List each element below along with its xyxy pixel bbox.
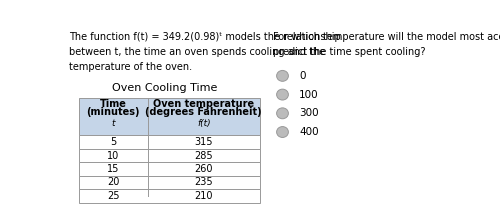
FancyBboxPatch shape [79, 189, 260, 203]
Text: 20: 20 [107, 177, 120, 187]
Text: Oven Cooling Time: Oven Cooling Time [112, 83, 217, 93]
Text: For which temperature will the model most accurately: For which temperature will the model mos… [274, 32, 500, 42]
Text: 400: 400 [299, 127, 318, 137]
FancyBboxPatch shape [79, 162, 260, 176]
Text: 260: 260 [194, 164, 213, 174]
Text: 235: 235 [194, 177, 213, 187]
Text: f(t): f(t) [197, 119, 210, 128]
Text: temperature of the oven.: temperature of the oven. [68, 62, 192, 72]
FancyBboxPatch shape [79, 98, 260, 135]
Text: predict the time spent cooling?: predict the time spent cooling? [274, 47, 426, 57]
Text: 0: 0 [299, 71, 306, 81]
Text: 5: 5 [110, 137, 116, 147]
Text: 100: 100 [299, 90, 318, 100]
Text: 300: 300 [299, 108, 318, 118]
Text: (degrees Fahrenheit): (degrees Fahrenheit) [146, 107, 262, 117]
FancyBboxPatch shape [79, 176, 260, 189]
Text: 25: 25 [107, 191, 120, 201]
Text: between t, the time an oven spends cooling and the: between t, the time an oven spends cooli… [68, 47, 325, 57]
Text: Oven temperature: Oven temperature [153, 99, 254, 109]
Circle shape [276, 89, 288, 100]
Text: 210: 210 [194, 191, 213, 201]
Text: 285: 285 [194, 151, 213, 161]
Text: (minutes): (minutes) [86, 107, 140, 117]
Circle shape [276, 108, 288, 119]
Text: Time: Time [100, 99, 126, 109]
Circle shape [276, 70, 288, 81]
Text: The function f(t) = 349.2(0.98)ᵗ models the relationship: The function f(t) = 349.2(0.98)ᵗ models … [68, 32, 340, 42]
Text: 10: 10 [107, 151, 120, 161]
Text: 15: 15 [107, 164, 120, 174]
FancyBboxPatch shape [79, 149, 260, 162]
Text: 315: 315 [194, 137, 213, 147]
FancyBboxPatch shape [79, 135, 260, 149]
Text: t: t [112, 119, 115, 128]
Circle shape [276, 127, 288, 137]
